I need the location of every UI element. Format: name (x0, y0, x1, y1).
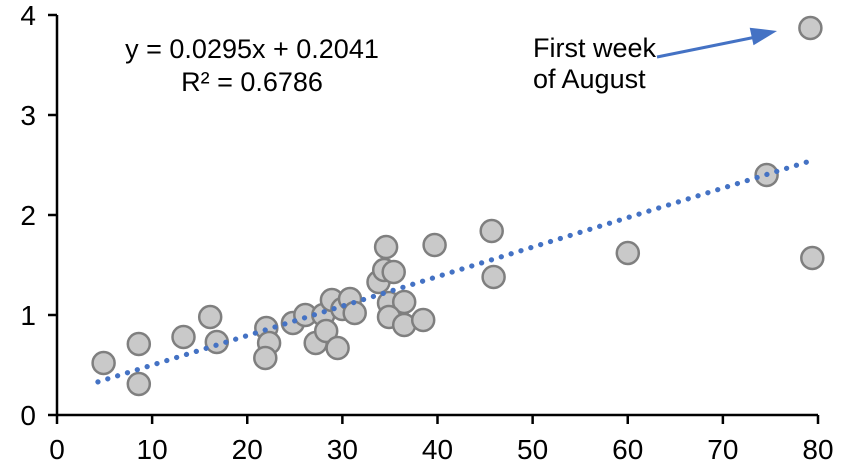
data-point (253, 345, 278, 371)
r-squared-label: R² = 0.6786 (181, 67, 323, 97)
data-point (171, 324, 196, 350)
trendline (95, 158, 812, 385)
annotation-arrow-icon (656, 27, 777, 59)
axes: 0 10 20 30 40 50 60 70 80 0 1 2 3 4 (20, 0, 833, 465)
data-point (410, 307, 436, 333)
x-tick-label: 80 (802, 434, 833, 465)
y-tick-label: 0 (20, 400, 36, 431)
x-tick-label: 50 (517, 434, 548, 465)
data-point (342, 300, 367, 326)
trendline-dotted (95, 158, 812, 385)
data-point (479, 218, 504, 244)
data-point (325, 335, 350, 361)
y-tick-label: 3 (20, 100, 36, 131)
annotation-callout: First week of August (533, 27, 777, 94)
data-point (91, 350, 116, 376)
y-tick-label: 4 (20, 0, 36, 31)
x-tick-label: 0 (49, 434, 65, 465)
annotation-line-1: First week (533, 33, 657, 63)
data-points (91, 15, 825, 397)
data-point (798, 15, 823, 41)
trendline-equation-label: y = 0.0295x + 0.2041 R² = 0.6786 (125, 34, 379, 97)
data-point (481, 264, 506, 290)
data-point (615, 240, 641, 266)
data-point (800, 245, 825, 271)
x-tick-label: 70 (707, 434, 738, 465)
y-tick-label: 2 (20, 200, 36, 231)
data-point (126, 371, 152, 397)
x-tick-label: 30 (327, 434, 358, 465)
data-point (373, 234, 399, 260)
trendline-equation: y = 0.0295x + 0.2041 (125, 34, 379, 64)
y-tick-label: 1 (20, 300, 36, 331)
annotation-line-2: of August (533, 64, 646, 94)
data-point (381, 259, 406, 285)
x-tick-label: 10 (137, 434, 168, 465)
data-point (422, 232, 447, 258)
data-point (126, 331, 152, 357)
x-tick-label: 20 (232, 434, 263, 465)
x-tick-label: 60 (612, 434, 643, 465)
data-point (197, 304, 223, 330)
x-tick-label: 40 (422, 434, 453, 465)
data-point (313, 318, 339, 344)
